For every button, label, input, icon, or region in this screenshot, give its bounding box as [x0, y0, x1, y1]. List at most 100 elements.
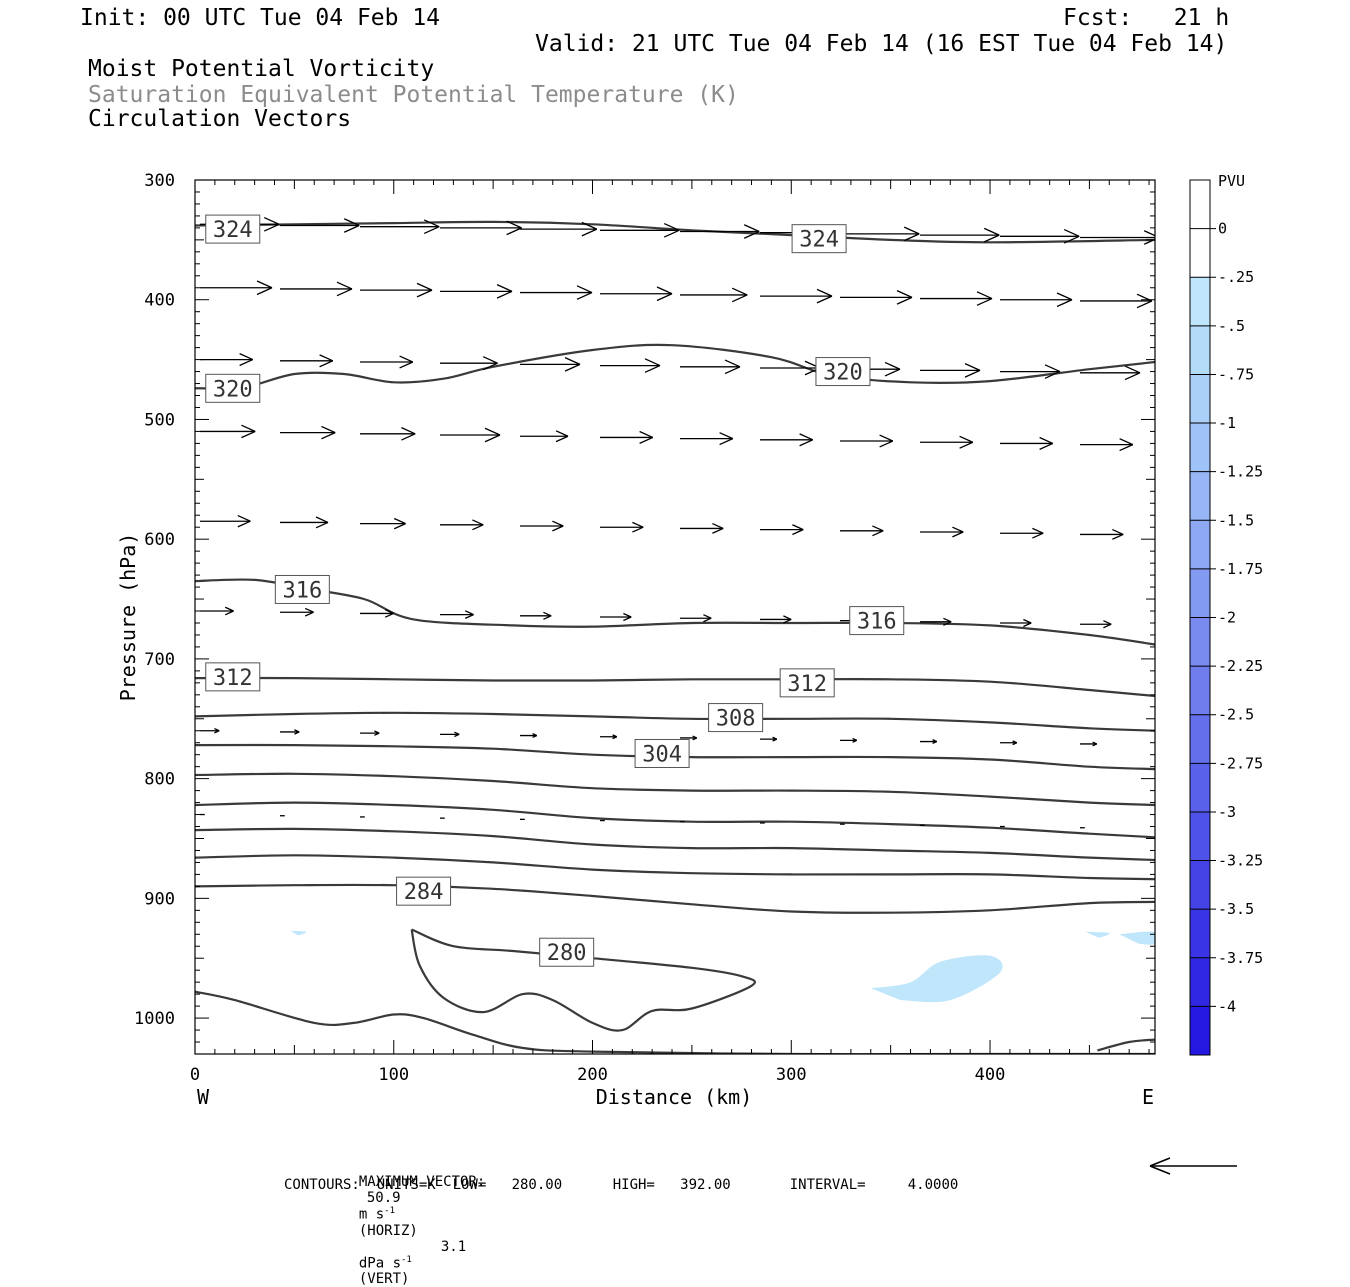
y-tick-label: 900 [144, 889, 175, 909]
contour-label-text: 320 [213, 377, 253, 402]
max-horiz-units: m s [358, 1206, 385, 1223]
contour-label-text: 280 [547, 941, 587, 966]
vector-arrow [520, 520, 564, 532]
vector-arrow [680, 287, 748, 303]
contour-label-316: 316 [849, 606, 905, 636]
vector-arrow [1080, 365, 1141, 381]
colorbar-tick-label: -1.5 [1218, 511, 1254, 529]
contour-label-312: 312 [205, 662, 261, 692]
contour-label-text: 284 [404, 880, 444, 905]
contour-label-312: 312 [779, 668, 835, 698]
y-tick-label: 1000 [134, 1009, 175, 1029]
vector-arrow [360, 517, 406, 530]
vector-arrow [360, 427, 416, 441]
contour-label-box [849, 606, 905, 636]
vector-arrow [840, 525, 884, 537]
vector-arrow [920, 526, 964, 538]
mpv-shade-region-2 [1085, 931, 1110, 938]
valid-time: Valid: 21 UTC Tue 04 Feb 14 (16 EST Tue … [535, 31, 1228, 57]
vector-arrow [280, 607, 314, 617]
contour-label-box [779, 668, 835, 698]
contour-label-box [634, 738, 690, 768]
contour-320-1 [195, 343, 1155, 390]
colorbar-swatch [1190, 957, 1210, 1007]
vector-arrow [680, 614, 712, 623]
max-horiz-exp: -1 [384, 1206, 395, 1216]
vector-arrow [840, 290, 913, 305]
mpv-shade-region-1 [1119, 931, 1155, 945]
vector-arrow [520, 357, 581, 372]
vector-arrow [520, 285, 593, 300]
contour-label-box [396, 876, 452, 906]
vector-arrow [280, 425, 336, 440]
vector-arrow [360, 730, 380, 736]
colorbar-tick-label: -3.25 [1218, 852, 1263, 870]
colorbar-tick-label: -2 [1218, 609, 1236, 627]
colorbar-tick-label: -2.25 [1218, 657, 1263, 675]
contour-312-3 [195, 676, 1155, 698]
y-axis-title: Pressure (hPa) [116, 533, 140, 702]
x-axis-title: Distance (km) [596, 1085, 753, 1109]
mpv-shade-region-0 [870, 955, 1003, 1003]
vector-arrow [200, 424, 256, 439]
contour-label-box [205, 662, 261, 692]
vector-arrow [1000, 527, 1044, 539]
contour-labels: 324 324 320 320 316 316 312 312 308 304 284 280 [205, 214, 905, 967]
colorbar-tick-label: -4 [1218, 997, 1236, 1015]
vector-arrow [920, 739, 938, 745]
max-vector-label: MAXIMUM VECTOR: [358, 1174, 486, 1190]
mpv-shade-region-3 [290, 930, 307, 936]
vector-arrow [440, 220, 522, 236]
y-tick-label: 400 [144, 291, 175, 311]
contour-label-box [205, 373, 261, 403]
field-title-theta: Saturation Equivalent Potential Temperat… [88, 82, 739, 108]
x-tick-labels: 0 100 200 300 400 [190, 1065, 1006, 1085]
vector-arrow [360, 609, 394, 618]
vector-arrow [200, 514, 251, 528]
vector-arrow [840, 737, 858, 743]
theta-contours [195, 220, 1155, 1054]
colorbar-swatch [1190, 180, 1210, 229]
vector-arrow [1000, 364, 1061, 379]
vector-arrow [520, 611, 552, 620]
max-vert-value: 3.1 [440, 1238, 467, 1255]
colorbar-swatch [1190, 277, 1210, 326]
vector-arrow [1080, 741, 1098, 747]
vector-arrow [440, 610, 474, 619]
vector-arrow [920, 227, 1000, 243]
axis-ticks [194, 179, 1155, 1055]
colorbar-swatch [1190, 714, 1210, 764]
vector-arrow [520, 221, 598, 237]
colorbar-swatch [1190, 325, 1210, 375]
colorbar-swatch [1190, 423, 1210, 472]
contour-label-284: 284 [396, 876, 452, 906]
reference-vector [1149, 1157, 1237, 1175]
y-tick-labels: 300 400 500 600 700 800 900 1000 [134, 171, 175, 1029]
contour-unlabeled-13 [1097, 1038, 1155, 1052]
vector-arrow [200, 727, 220, 734]
vector-arrow [840, 434, 894, 448]
vector-arrow [840, 226, 920, 242]
contour-label-text: 304 [642, 742, 682, 767]
colorbar-tick-label: -3.75 [1218, 949, 1263, 967]
colorbar-tick-label: -3.5 [1218, 900, 1254, 918]
colorbar-swatch [1190, 617, 1210, 667]
vector-arrow [600, 222, 680, 238]
init-time: Init: 00 UTC Tue 04 Feb 14 [80, 5, 441, 31]
vector-arrow [360, 282, 433, 298]
max-horiz-tag: (HORIZ) [358, 1222, 418, 1239]
vector-arrow [680, 432, 734, 446]
vector-arrow [1080, 293, 1153, 309]
contour-label-text: 320 [823, 361, 863, 386]
contours-info: CONTOURS: UNITS=K LOW= 280.00 HIGH= 392.… [284, 1177, 959, 1193]
contour-label-280: 280 [539, 937, 595, 967]
x-tick-label: 0 [190, 1065, 200, 1085]
contour-304-5 [195, 743, 1155, 771]
colorbar-swatch [1190, 860, 1210, 910]
contour-label-box [815, 357, 871, 387]
contour-label-box [205, 214, 261, 244]
contour-unlabeled-8 [195, 827, 1155, 862]
vector-arrow [680, 735, 698, 741]
contour-label-box [791, 224, 847, 254]
vector-arrow [280, 729, 300, 735]
